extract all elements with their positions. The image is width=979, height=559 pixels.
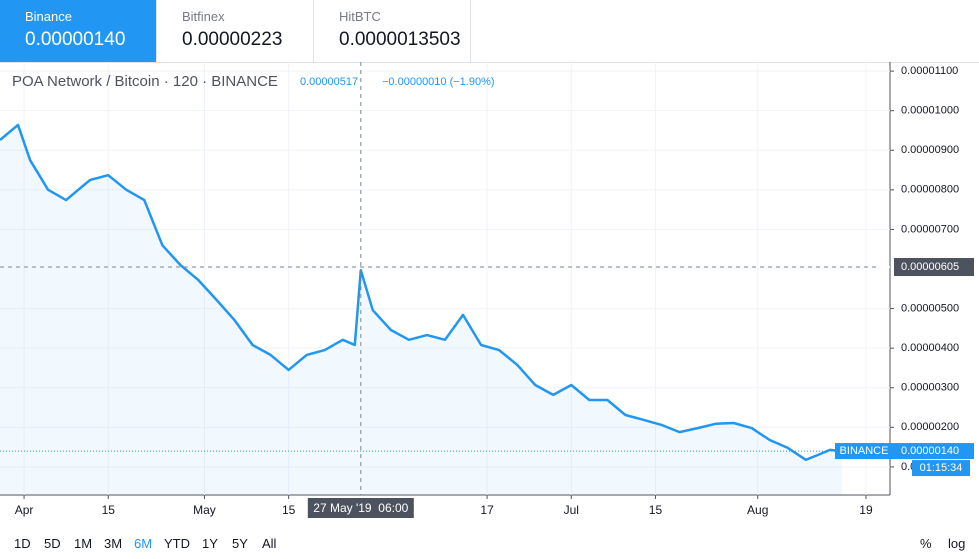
scale-button[interactable]: log	[948, 536, 966, 551]
crosshair-x-bg	[307, 498, 414, 518]
x-tick-label: 15	[649, 503, 663, 517]
x-tick-label: 15	[282, 503, 296, 517]
y-tick-label: 0.00000800	[901, 184, 959, 196]
toolbar: 1D 5D 1M 3M 6M YTD 1Y 5Y All% log	[0, 530, 979, 558]
exchange-price: 0.00000223	[182, 29, 283, 50]
countdown-bg	[912, 460, 970, 477]
area-fill	[0, 124, 842, 496]
x-tick-label: 15	[102, 503, 116, 517]
x-tick-label: Jul	[564, 503, 579, 517]
y-tick-label: 0.00000700	[901, 223, 959, 235]
y-tick-label: 0.00000500	[901, 302, 959, 314]
countdown: 01:15:34	[920, 462, 963, 474]
x-tick-label: Apr	[15, 503, 34, 517]
series-tag: BINANCE	[840, 445, 889, 457]
exchange-name: HitBTC	[339, 9, 381, 24]
range-button[interactable]: All	[262, 536, 277, 551]
y-tick-label: 0.00000300	[901, 382, 959, 394]
grid	[0, 62, 890, 495]
crosshair-x-label: 27 May '19 06:00	[313, 501, 408, 515]
x-tick-label: May	[193, 503, 216, 517]
last-price-bg	[894, 443, 974, 460]
last-price-label: 0.00000140	[901, 445, 959, 457]
crosshair-y-bg	[894, 258, 974, 277]
crosshair-y-label: 0.00000605	[901, 261, 959, 273]
exchange-tab[interactable]: Binance 0.00000140	[0, 0, 157, 62]
x-tick-label: 17	[480, 503, 494, 517]
chart-title: POA Network / Bitcoin · 120 · BINANCE	[12, 73, 278, 90]
range-button[interactable]: 1M	[74, 536, 93, 551]
y-tick-label: 0.00001100	[901, 65, 958, 77]
range-button[interactable]: 1D	[14, 536, 31, 551]
exchange-name: Binance	[25, 9, 72, 24]
range-button[interactable]: 6M	[134, 536, 153, 551]
x-tick-label: Aug	[747, 503, 768, 517]
exchange-price: 0.00000140	[25, 29, 126, 50]
chart: 0.00001100 0.00001000 0.00000900 0.00000800…	[0, 62, 979, 518]
range-button[interactable]: 1Y	[202, 536, 218, 551]
y-tick-label: 0.00001000	[901, 105, 959, 117]
last-close: 0.00000517	[300, 76, 358, 88]
series-tag-bg	[835, 443, 894, 460]
y-tick-label: 0.00000400	[901, 342, 959, 354]
range-button[interactable]: 5D	[44, 536, 61, 551]
range-button[interactable]: 5Y	[232, 536, 248, 551]
exchange-name: Bitfinex	[182, 9, 225, 24]
y-tick-label: 0.00000900	[901, 144, 959, 156]
exchange-price: 0.0000013503	[339, 29, 461, 50]
divider	[0, 62, 979, 63]
range-button[interactable]: YTD	[164, 536, 190, 551]
scale-button[interactable]: %	[920, 536, 932, 551]
price-line	[0, 123, 843, 462]
x-tick-label: 19	[859, 503, 873, 517]
exchange-tab[interactable]: Bitfinex 0.00000223	[157, 0, 314, 62]
y-tick-label: 0.00000200	[901, 421, 959, 433]
exchange-tab[interactable]: HitBTC 0.0000013503	[314, 0, 471, 62]
range-button[interactable]: 3M	[104, 536, 123, 551]
crosshair-icon	[878, 261, 890, 274]
change: −0.00000010 (−1.90%)	[382, 76, 495, 88]
